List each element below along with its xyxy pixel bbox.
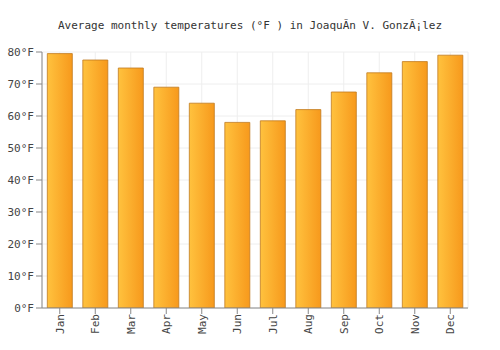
svg-text:20°F: 20°F — [8, 238, 34, 251]
svg-text:May: May — [196, 314, 209, 334]
svg-text:Nov: Nov — [409, 314, 422, 334]
svg-text:40°F: 40°F — [8, 174, 34, 187]
svg-text:Dec: Dec — [444, 314, 457, 334]
svg-text:Jul: Jul — [267, 314, 280, 334]
svg-text:Feb: Feb — [89, 314, 102, 334]
svg-text:10°F: 10°F — [8, 270, 34, 283]
svg-text:Apr: Apr — [160, 314, 173, 334]
svg-text:Jun: Jun — [231, 314, 244, 334]
svg-text:60°F: 60°F — [8, 110, 34, 123]
svg-text:50°F: 50°F — [8, 142, 34, 155]
svg-text:Mar: Mar — [125, 314, 138, 334]
svg-text:80°F: 80°F — [8, 46, 34, 59]
svg-text:Aug: Aug — [302, 314, 315, 334]
svg-text:Oct: Oct — [373, 314, 386, 334]
svg-text:0°F: 0°F — [14, 302, 34, 315]
svg-text:70°F: 70°F — [8, 78, 34, 91]
html-text:Average monthly temperatures (: Average monthly temperatures (°F ) in Jo… — [57, 19, 442, 32]
svg-text:Jan: Jan — [54, 314, 67, 334]
svg-text:30°F: 30°F — [8, 206, 34, 219]
svg-text:Sep: Sep — [338, 314, 351, 334]
